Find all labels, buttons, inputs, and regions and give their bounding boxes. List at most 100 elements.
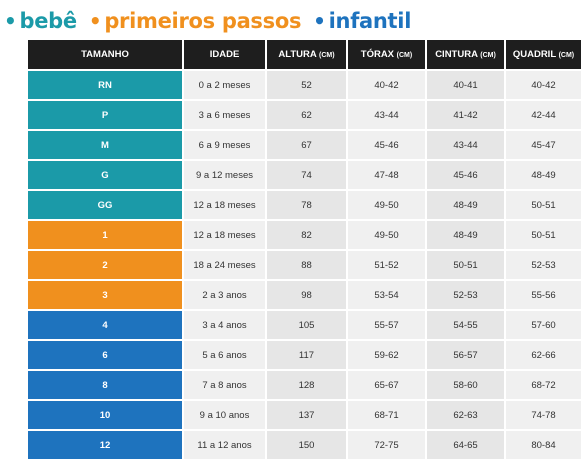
cintura-cell: 52-53 [427,281,504,309]
quadril-cell: 48-49 [506,161,581,189]
header-altura: ALTURA (CM) [267,40,346,69]
tamanho-cell: M [28,131,182,159]
cintura-cell: 54-55 [427,311,504,339]
idade-cell: 3 a 4 anos [184,311,265,339]
bullet-icon: • [88,9,102,33]
torax-cell: 68-71 [348,401,425,429]
torax-cell: 40-42 [348,71,425,99]
tamanho-cell: GG [28,191,182,219]
tamanho-cell: RN [28,71,182,99]
altura-cell: 117 [267,341,346,369]
quadril-cell: 50-51 [506,191,581,219]
header-torax: TÓRAX (CM) [348,40,425,69]
idade-cell: 9 a 10 anos [184,401,265,429]
torax-cell: 65-67 [348,371,425,399]
idade-cell: 12 a 18 meses [184,191,265,219]
altura-cell: 98 [267,281,346,309]
torax-cell: 49-50 [348,221,425,249]
tamanho-cell: G [28,161,182,189]
legend-label: bebê [19,9,77,33]
header-idade: IDADE [184,40,265,69]
bullet-icon: • [4,9,17,33]
table-row: GG 12 a 18 meses 78 49-50 48-49 50-51 [28,191,581,219]
table-row: 2 18 a 24 meses 88 51-52 50-51 52-53 [28,251,581,279]
torax-cell: 59-62 [348,341,425,369]
altura-cell: 52 [267,71,346,99]
altura-cell: 128 [267,371,346,399]
idade-cell: 18 a 24 meses [184,251,265,279]
idade-cell: 12 a 18 meses [184,221,265,249]
category-legend: • bebê • primeiros passos • infantil [4,6,411,36]
table-row: 1 12 a 18 meses 82 49-50 48-49 50-51 [28,221,581,249]
torax-cell: 53-54 [348,281,425,309]
header-cintura: CINTURA (CM) [427,40,504,69]
altura-cell: 137 [267,401,346,429]
altura-cell: 88 [267,251,346,279]
table-header-row: TAMANHO IDADE ALTURA (CM) TÓRAX (CM) CIN… [28,40,581,69]
bullet-icon: • [313,9,326,33]
altura-cell: 82 [267,221,346,249]
quadril-cell: 45-47 [506,131,581,159]
quadril-cell: 68-72 [506,371,581,399]
tamanho-cell: 8 [28,371,182,399]
cintura-cell: 50-51 [427,251,504,279]
legend-label: primeiros passos [104,9,302,33]
table-row: 10 9 a 10 anos 137 68-71 62-63 74-78 [28,401,581,429]
quadril-cell: 62-66 [506,341,581,369]
tamanho-cell: 12 [28,431,182,459]
tamanho-cell: P [28,101,182,129]
header-quadril: QUADRIL (CM) [506,40,581,69]
quadril-cell: 40-42 [506,71,581,99]
quadril-cell: 50-51 [506,221,581,249]
quadril-cell: 80-84 [506,431,581,459]
legend-item-primeiros-passos: • primeiros passos [88,9,302,33]
torax-cell: 72-75 [348,431,425,459]
tamanho-cell: 4 [28,311,182,339]
altura-cell: 78 [267,191,346,219]
idade-cell: 5 a 6 anos [184,341,265,369]
torax-cell: 45-46 [348,131,425,159]
cintura-cell: 58-60 [427,371,504,399]
tamanho-cell: 6 [28,341,182,369]
legend-item-bebe: • bebê [4,9,77,33]
torax-cell: 43-44 [348,101,425,129]
idade-cell: 6 a 9 meses [184,131,265,159]
cintura-cell: 48-49 [427,191,504,219]
idade-cell: 3 a 6 meses [184,101,265,129]
altura-cell: 62 [267,101,346,129]
altura-cell: 105 [267,311,346,339]
torax-cell: 51-52 [348,251,425,279]
legend-label: infantil [328,9,412,33]
altura-cell: 67 [267,131,346,159]
header-tamanho: TAMANHO [28,40,182,69]
cintura-cell: 56-57 [427,341,504,369]
table-body: RN 0 a 2 meses 52 40-42 40-41 40-42 P 3 a 6 mes… [28,71,581,459]
cintura-cell: 62-63 [427,401,504,429]
table-row: 12 11 a 12 anos 150 72-75 64-65 80-84 [28,431,581,459]
torax-cell: 55-57 [348,311,425,339]
idade-cell: 0 a 2 meses [184,71,265,99]
cintura-cell: 64-65 [427,431,504,459]
idade-cell: 11 a 12 anos [184,431,265,459]
quadril-cell: 52-53 [506,251,581,279]
idade-cell: 9 a 12 meses [184,161,265,189]
idade-cell: 7 a 8 anos [184,371,265,399]
cintura-cell: 45-46 [427,161,504,189]
tamanho-cell: 10 [28,401,182,429]
altura-cell: 74 [267,161,346,189]
idade-cell: 2 a 3 anos [184,281,265,309]
quadril-cell: 42-44 [506,101,581,129]
tamanho-cell: 3 [28,281,182,309]
cintura-cell: 40-41 [427,71,504,99]
quadril-cell: 57-60 [506,311,581,339]
quadril-cell: 74-78 [506,401,581,429]
torax-cell: 47-48 [348,161,425,189]
tamanho-cell: 2 [28,251,182,279]
quadril-cell: 55-56 [506,281,581,309]
legend-item-infantil: • infantil [313,9,411,33]
